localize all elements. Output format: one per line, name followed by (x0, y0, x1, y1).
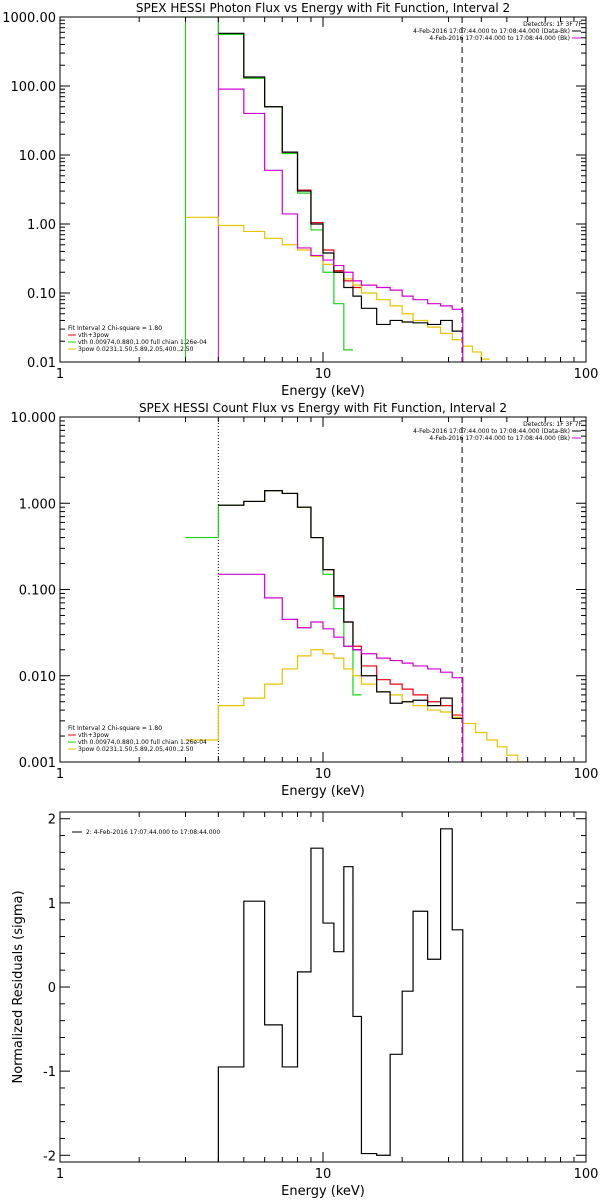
series-4-line (218, 32, 463, 332)
series-2-line (185, 17, 353, 351)
x-tick-label: 10 (315, 367, 332, 382)
axes-frame (59, 16, 587, 363)
legend-right-entry: 4-Feb-2016 17:07:44.000 to 17:08:44.000 … (413, 428, 570, 435)
x-tick-label: 10 (315, 1167, 332, 1182)
x-tick-label: 1 (56, 767, 64, 782)
legend-left-entry: Fit Interval 2 Chi-square = 1.80 (68, 325, 162, 332)
legend-right-entry: Detectors: 1F 3F 7F (523, 21, 582, 28)
y-tick-label: 2 (48, 813, 56, 828)
panel-3: 1 10 100 -2 -1 0 1 2 Energy (keV) Normalized Resi… (11, 811, 599, 1199)
legend-right-entry: 4-Feb-2016 17:07:44.000 to 17:08:44.000 … (429, 35, 570, 42)
series-1-line (217, 828, 464, 1162)
panel-1: SPEX HESSI Photon Flux vs Energy with Fi… (2, 1, 598, 399)
x-tick-label: 10 (315, 767, 332, 782)
series-2-line (185, 490, 362, 696)
series-4-line (218, 490, 463, 720)
y-tick-label: 0.001 (19, 756, 56, 771)
x-tick-label: 1 (56, 367, 64, 382)
legend-left-entry: vth 0.00974,0.880,1.00 full chian 1.26e-… (78, 739, 207, 746)
y-tick-label: 0.100 (19, 584, 56, 599)
legend-left-entry: Fit Interval 2 Chi-square = 1.80 (68, 725, 162, 732)
y-axis-label: Normalized Residuals (sigma) (11, 890, 26, 1083)
plot-area (217, 828, 464, 1162)
series-3-line (185, 216, 490, 360)
plot-area (185, 417, 528, 762)
series-3-line (185, 649, 528, 762)
x-tick-label: 100 (574, 367, 599, 382)
series-1-line (218, 490, 463, 716)
legend-left-entry: 3pow 0.0231,1.50,5.89,2.05,400.,2.50 (78, 346, 194, 353)
x-axis-label: Energy (keV) (281, 1184, 365, 1199)
legend-left-entry: vth+3pow (78, 332, 109, 339)
y-tick-label: 1000.00 (2, 11, 56, 26)
y-tick-label: 0.01 (27, 356, 56, 371)
plot-area (184, 17, 490, 362)
legend-right-entry: Detectors: 1F 3F 7F (523, 421, 582, 428)
series-5-line (218, 88, 464, 362)
x-axis-label: Energy (keV) (281, 784, 365, 799)
x-axis-label: Energy (keV) (281, 384, 365, 399)
chart-title: SPEX HESSI Photon Flux vs Energy with Fi… (136, 1, 510, 15)
legend-right-entry: 4-Feb-2016 17:07:44.000 to 17:08:44.000 … (429, 435, 570, 442)
y-tick-label: 1.000 (19, 497, 56, 512)
legend-left-entry: 3pow 0.0231,1.50,5.89,2.05,400.,2.50 (78, 746, 194, 753)
y-tick-label: 0 (48, 981, 56, 996)
legend-left-entry: 2: 4-Feb-2016 17:07:44.000 to 17:08:44.0… (86, 829, 220, 836)
x-tick-label: 1 (56, 1167, 64, 1182)
series-5-line (218, 573, 464, 762)
chart-title: SPEX HESSI Count Flux vs Energy with Fit… (139, 401, 507, 415)
axes-frame (59, 416, 587, 763)
legend-left-entry: vth 0.00974,0.880,1.00 full chian 1.26e-… (78, 339, 207, 346)
legend-right-entry: 4-Feb-2016 17:07:44.000 to 17:08:44.000 … (413, 28, 570, 35)
y-tick-label: 0.010 (19, 670, 56, 685)
y-tick-label: 1 (48, 897, 56, 912)
y-tick-label: -2 (43, 1149, 56, 1164)
panel-2: SPEX HESSI Count Flux vs Energy with Fit… (11, 401, 599, 799)
y-tick-label: 0.10 (27, 287, 56, 302)
y-tick-label: 1.00 (27, 218, 56, 233)
x-tick-label: 100 (574, 767, 599, 782)
y-tick-label: -1 (43, 1065, 56, 1080)
series-1-line (218, 33, 362, 289)
y-tick-label: 10.00 (19, 149, 56, 164)
x-tick-label: 100 (574, 1167, 599, 1182)
y-tick-label: 10.000 (11, 411, 57, 426)
y-tick-label: 100.00 (11, 80, 57, 95)
legend-left-entry: vth+3pow (78, 732, 109, 739)
